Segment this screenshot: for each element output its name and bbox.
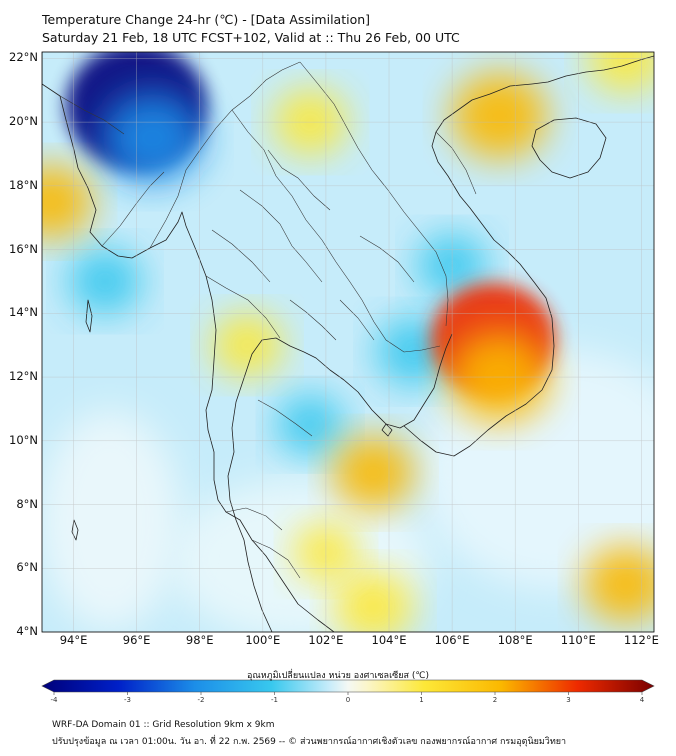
phu-quoc-island <box>381 423 393 437</box>
colorbar-tick-label: 4 <box>639 696 645 704</box>
lon-label: 104°E <box>371 633 407 647</box>
colorbar-tick-label: -4 <box>50 696 58 704</box>
colorbar-tick-label: 0 <box>345 696 351 704</box>
colorbar-tick-marks <box>53 692 643 695</box>
anomaly-cold-burma-east <box>101 92 204 184</box>
colorbar-title: อุณหภูมิเปลี่ยนแปลง หน่วย องศาเซลเซียส (… <box>246 671 430 681</box>
anomaly-warm-south-sea <box>333 570 413 632</box>
border-line <box>231 109 441 353</box>
border-line <box>339 299 375 341</box>
anomaly-warm-tonkin <box>451 72 548 159</box>
lon-label: 102°E <box>308 633 344 647</box>
lat-label: 16°N <box>9 241 38 256</box>
lat-label: 10°N <box>9 432 38 447</box>
colorbar-tick-label: -3 <box>124 696 131 704</box>
anomaly-warm-southeast <box>583 546 654 623</box>
border-line <box>225 507 283 531</box>
colorbar-tick-label: 2 <box>492 696 498 704</box>
lon-label: 110°E <box>560 633 596 647</box>
lat-label: 6°N <box>16 560 38 575</box>
lon-label: 106°E <box>434 633 470 647</box>
lat-label: 12°N <box>9 369 38 384</box>
anomaly-warm-gulf-mid <box>332 435 415 510</box>
border-line <box>289 299 337 341</box>
lon-label: 98°E <box>185 633 214 647</box>
china-coast <box>531 55 654 85</box>
mainland-coast <box>42 52 335 632</box>
border-line <box>211 229 271 283</box>
anomaly-cool-andaman <box>68 248 142 315</box>
border-line <box>251 539 301 579</box>
anomaly-warm-west-edge <box>42 164 93 239</box>
lat-label: 20°N <box>9 114 38 129</box>
ocean-light-area <box>42 410 180 630</box>
anomaly-warm-central-thai <box>211 313 283 378</box>
colorbar-tick-label: 3 <box>566 696 571 704</box>
border-line <box>267 149 331 211</box>
lat-label: 8°N <box>16 496 38 511</box>
andaman-island <box>71 519 79 541</box>
lat-label: 22°N <box>9 50 38 65</box>
border-line <box>257 399 313 437</box>
border-line <box>239 189 323 283</box>
border-line <box>101 171 165 247</box>
lon-label: 96°E <box>122 633 151 647</box>
hainan-island <box>531 117 607 179</box>
border-line <box>149 61 301 249</box>
gulf-coast <box>227 333 453 632</box>
lon-label: 100°E <box>245 633 281 647</box>
border-line <box>205 275 281 339</box>
lon-label: 94°E <box>59 633 88 647</box>
colorbar-tick-label: -1 <box>271 696 278 704</box>
anomaly-warm-ne-corner <box>587 52 654 93</box>
lat-label: 18°N <box>9 177 38 192</box>
province-borders <box>59 61 477 579</box>
land-outlines <box>42 52 654 632</box>
footer-credit: ปรับปรุงข้อมูล ณ เวลา 01:00น. วัน อา. ที… <box>52 737 567 747</box>
border-line <box>299 61 449 327</box>
chart-subtitle: Saturday 21 Feb, 18 UTC FCST+102, Valid … <box>42 30 460 45</box>
lat-label: 14°N <box>9 305 38 320</box>
colorbar-tick-label: -2 <box>197 696 205 704</box>
lon-label: 108°E <box>497 633 533 647</box>
lat-label: 4°N <box>16 624 38 638</box>
vietnam-coast <box>403 83 555 457</box>
lon-label: 112°E <box>623 633 659 647</box>
map-frame <box>41 51 655 633</box>
anomaly-cool-gulf-thailand <box>276 394 345 456</box>
footer-domain-info: WRF-DA Domain 01 :: Grid Resolution 9km … <box>52 720 275 730</box>
andaman-island <box>85 299 93 333</box>
border-line <box>435 131 477 195</box>
colorbar-tick-label: 1 <box>419 696 424 704</box>
chart-title: Temperature Change 24-hr (℃) - [Data Ass… <box>42 12 371 27</box>
border-line <box>59 95 125 135</box>
anomaly-field <box>42 52 654 632</box>
